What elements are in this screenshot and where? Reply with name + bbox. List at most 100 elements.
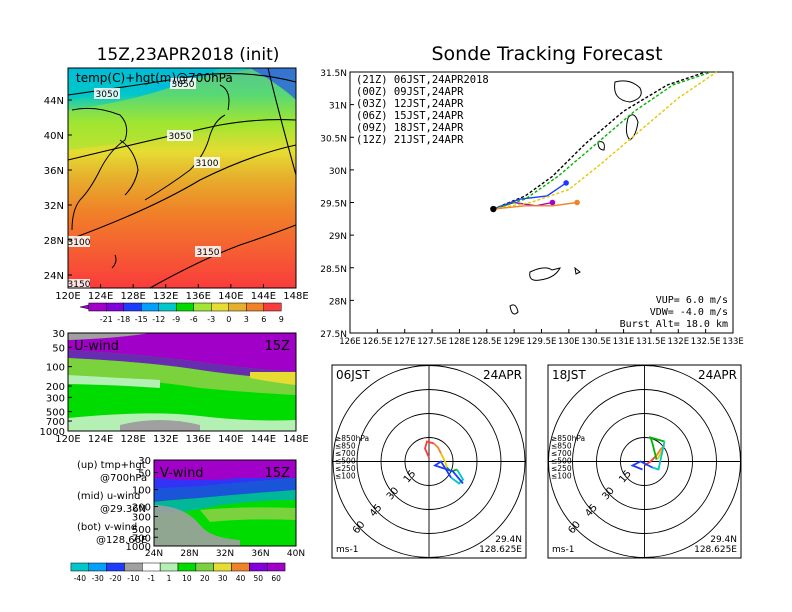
island-tokunoshima — [509, 304, 519, 315]
track-legend-entry: (12Z) 21JST,24APR — [356, 134, 464, 146]
lat-tick-label: 36N — [251, 549, 269, 559]
track-lon-label: 129.5E — [527, 337, 557, 347]
pressure-tick-label: 1000 — [126, 542, 151, 553]
hodograph-title: 06JST — [336, 368, 370, 382]
track-lat-label: 30.5N — [320, 134, 347, 144]
track-lat-label: 30N — [329, 167, 347, 177]
hodograph-trace — [649, 436, 665, 460]
contour-label: 3100 — [68, 238, 91, 248]
contour-label: 3050 — [172, 80, 195, 90]
contour-label-group: 3050 3050 3050 3100 3100 3150 3150 — [68, 78, 221, 290]
track-endpoint — [574, 199, 580, 206]
vwind-gray — [154, 505, 240, 546]
colorbar-swatch — [88, 302, 107, 312]
wind-colorbar-label: 60 — [271, 574, 281, 583]
track-y-ticks: 31.5N 31N 30.5N 30N 29.5N 29N 28.5N 28N 27.5N — [320, 69, 354, 340]
pressure-tick-label: 50 — [138, 469, 151, 480]
track-lon-label: 126.5E — [362, 337, 392, 347]
lon-tick-label: 136E — [186, 291, 211, 302]
track-legend-entry: (00Z) 09JST,24APR — [356, 86, 464, 98]
lat-tick-label: 28N — [44, 236, 64, 247]
track-endpoint — [549, 199, 556, 206]
wind-colorbar-swatch — [213, 562, 232, 572]
temperature-map: 3050 3050 3050 3100 3100 3150 3150 temp(… — [44, 67, 309, 302]
wind-colorbar-swatch — [177, 562, 197, 572]
colorbar-label: 6 — [261, 315, 266, 324]
hodograph-lon: 128.625E — [479, 545, 522, 555]
pressure-tick-label: 200 — [46, 382, 65, 393]
note-line: @128.66E — [96, 535, 147, 546]
track-series-line — [493, 71, 712, 210]
pressure-tick-label: 500 — [132, 525, 151, 536]
contour-label: 3050 — [96, 90, 119, 100]
colorbar-swatch — [193, 302, 212, 312]
track-endpoint — [563, 180, 569, 186]
colorbar-label: 3 — [244, 315, 249, 324]
track-x-ticks: 126E 126.5E 127E 127.5E 128E 128.5E 129E 129.5E… — [339, 329, 744, 347]
track-lat-label: 29.5N — [320, 200, 347, 210]
hodograph-trace — [630, 460, 653, 471]
lat-tick-label: 24N — [145, 549, 163, 559]
note-line: @29.36N — [100, 504, 146, 515]
colorbar-label: -3 — [207, 315, 215, 324]
track-legend-entry: (03Z) 12JST,24APR — [356, 98, 464, 110]
track-lon-label: 129E — [503, 337, 525, 347]
track-lat-label: 31.5N — [320, 69, 347, 79]
contour-label: 3050 — [169, 132, 192, 142]
contour-3100-east — [267, 67, 297, 176]
info-vup: VUP= 6.0 m/s — [656, 295, 728, 306]
pressure-tick-label: 1000 — [40, 427, 65, 438]
temperature-colorbar: -21 -18 -15 -12 -9 -6 -3 0 3 6 9 — [79, 302, 284, 324]
wind-colorbar-label: -20 — [109, 574, 121, 583]
map-lat-ticks: 44N 40N 36N 32N 28N 24N — [44, 96, 72, 282]
lon-tick-label: 148E — [283, 291, 308, 302]
launch-point — [490, 205, 497, 213]
hodograph-06jst: 06JST 24APR15304560≥850hPa≤850≤700≤500≤25… — [331, 364, 527, 559]
track-legend-entry: (06Z) 15JST,24APR — [356, 110, 464, 122]
map-lon-ticks: 120E 124E 128E 132E 136E 140E 144E 148E — [55, 284, 309, 302]
wind-colorbar-label: 20 — [200, 574, 210, 583]
wind-colorbar-swatch — [88, 562, 107, 572]
pressure-tick-label: 100 — [132, 486, 151, 497]
pressure-tick-label: 700 — [46, 417, 65, 428]
uwind-time: 15Z — [265, 339, 291, 354]
lon-tick-label: 136E — [186, 434, 211, 445]
lon-tick-label: 120E — [55, 291, 80, 302]
uwind-jet — [68, 333, 296, 372]
wind-colorbar-label: 30 — [218, 574, 228, 583]
wind-colorbar-label: 40 — [236, 574, 246, 583]
hodograph-title: 18JST — [552, 368, 586, 382]
colorbar-label: -18 — [117, 315, 130, 324]
lat-tick-label: 36N — [44, 166, 64, 177]
colorbar-label: -15 — [135, 315, 148, 324]
lon-tick-label: 132E — [153, 434, 178, 445]
map-band-mid — [68, 68, 296, 150]
track-series-line — [493, 71, 717, 210]
colorbar-swatch — [106, 302, 124, 312]
contour-label: 3150 — [197, 248, 220, 258]
colorbar-label: -6 — [190, 315, 198, 324]
hodograph-trace — [440, 453, 448, 468]
hodograph-level: ≤250 — [335, 464, 356, 473]
colorbar-swatch — [158, 302, 177, 312]
hodograph-level: ≤500 — [335, 457, 356, 466]
colorbar-swatch — [228, 302, 247, 312]
colorbar-swatch — [263, 302, 282, 312]
hodograph-unit: ms-1 — [552, 545, 574, 555]
track-frame — [349, 71, 734, 334]
lon-tick-label: 124E — [88, 291, 113, 302]
coastline-hokkaido — [219, 84, 230, 111]
hodograph-level: ≤700 — [551, 449, 572, 458]
lat-tick-label: 40N — [287, 549, 305, 559]
wind-colorbar-label: 50 — [254, 574, 264, 583]
track-lon-label: 130.5E — [581, 337, 611, 347]
coastline-taiwan — [111, 254, 117, 269]
colorbar-swatch — [176, 302, 194, 312]
lon-tick-label: 144E — [251, 291, 276, 302]
wind-colorbar-label: -40 — [74, 574, 86, 583]
track-lon-label: 128E — [449, 337, 471, 347]
